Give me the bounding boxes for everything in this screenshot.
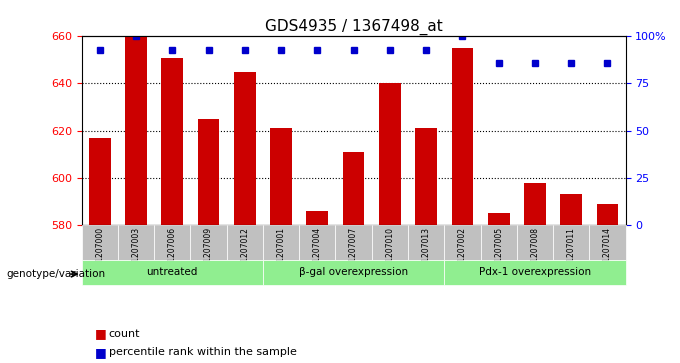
Bar xyxy=(379,83,401,225)
Bar xyxy=(161,57,183,225)
FancyBboxPatch shape xyxy=(154,225,190,260)
Bar xyxy=(307,211,328,225)
FancyBboxPatch shape xyxy=(408,225,444,260)
FancyBboxPatch shape xyxy=(82,260,263,285)
FancyBboxPatch shape xyxy=(226,225,263,260)
Text: GSM1207012: GSM1207012 xyxy=(240,227,250,278)
Bar xyxy=(452,48,473,225)
Text: GSM1207003: GSM1207003 xyxy=(131,227,141,278)
Bar xyxy=(125,36,147,225)
Bar xyxy=(343,152,364,225)
Text: GSM1207010: GSM1207010 xyxy=(386,227,394,278)
Bar xyxy=(89,138,111,225)
Text: count: count xyxy=(109,329,140,339)
Bar xyxy=(560,194,582,225)
Bar xyxy=(270,128,292,225)
FancyBboxPatch shape xyxy=(263,260,444,285)
Text: untreated: untreated xyxy=(147,267,198,277)
Text: GSM1207006: GSM1207006 xyxy=(168,227,177,278)
Text: GSM1207007: GSM1207007 xyxy=(349,227,358,278)
Bar xyxy=(488,213,509,225)
FancyBboxPatch shape xyxy=(82,225,118,260)
Bar xyxy=(234,72,256,225)
Bar xyxy=(415,128,437,225)
Text: β-gal overexpression: β-gal overexpression xyxy=(299,267,408,277)
FancyBboxPatch shape xyxy=(372,225,408,260)
Text: GSM1207000: GSM1207000 xyxy=(95,227,104,278)
FancyBboxPatch shape xyxy=(263,225,299,260)
FancyBboxPatch shape xyxy=(517,225,553,260)
Text: GSM1207013: GSM1207013 xyxy=(422,227,430,278)
FancyBboxPatch shape xyxy=(553,225,590,260)
Text: GSM1207005: GSM1207005 xyxy=(494,227,503,278)
FancyBboxPatch shape xyxy=(190,225,226,260)
Text: percentile rank within the sample: percentile rank within the sample xyxy=(109,347,296,357)
FancyBboxPatch shape xyxy=(444,225,481,260)
Text: GSM1207011: GSM1207011 xyxy=(566,227,576,278)
Bar xyxy=(596,204,618,225)
Text: GSM1207014: GSM1207014 xyxy=(603,227,612,278)
Title: GDS4935 / 1367498_at: GDS4935 / 1367498_at xyxy=(265,19,443,35)
FancyBboxPatch shape xyxy=(590,225,626,260)
FancyBboxPatch shape xyxy=(444,260,626,285)
FancyBboxPatch shape xyxy=(299,225,335,260)
FancyBboxPatch shape xyxy=(118,225,154,260)
Text: genotype/variation: genotype/variation xyxy=(7,269,106,279)
Text: GSM1207009: GSM1207009 xyxy=(204,227,213,278)
Text: ■: ■ xyxy=(95,327,107,340)
Text: ■: ■ xyxy=(95,346,107,359)
FancyBboxPatch shape xyxy=(335,225,372,260)
Text: GSM1207004: GSM1207004 xyxy=(313,227,322,278)
Bar xyxy=(524,183,546,225)
Bar xyxy=(198,119,220,225)
Text: GSM1207001: GSM1207001 xyxy=(277,227,286,278)
Text: GSM1207008: GSM1207008 xyxy=(530,227,539,278)
FancyBboxPatch shape xyxy=(481,225,517,260)
Text: GSM1207002: GSM1207002 xyxy=(458,227,467,278)
Text: Pdx-1 overexpression: Pdx-1 overexpression xyxy=(479,267,591,277)
